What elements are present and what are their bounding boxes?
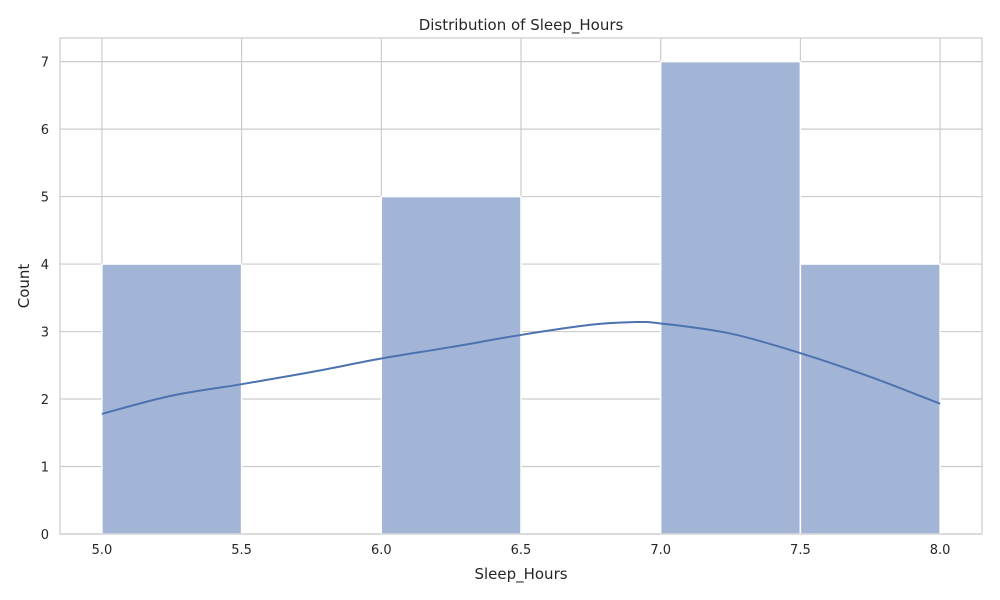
histogram-bar bbox=[659, 60, 802, 535]
histogram-bar bbox=[101, 263, 243, 535]
plot-frame bbox=[59, 37, 983, 535]
y-axis-label: Count bbox=[15, 264, 33, 309]
y-tick-label: 7 bbox=[41, 56, 49, 71]
histogram-bar bbox=[799, 263, 941, 535]
kde-line bbox=[101, 320, 941, 415]
x-tick-label: 6.5 bbox=[511, 543, 532, 558]
histogram-bars bbox=[101, 60, 941, 535]
x-tick-label: 8.0 bbox=[930, 543, 951, 558]
x-tick-label: 5.0 bbox=[92, 543, 113, 558]
x-tick-labels: 5.0 5.5 6.0 6.5 7.0 7.5 8.0 bbox=[92, 543, 951, 558]
x-axis-label: Sleep_Hours bbox=[474, 565, 567, 584]
x-tick-label: 6.0 bbox=[371, 543, 392, 558]
y-tick-label: 5 bbox=[41, 191, 49, 206]
x-tick-label: 7.0 bbox=[650, 543, 671, 558]
y-tick-label: 2 bbox=[41, 393, 49, 408]
histogram-bar bbox=[380, 195, 522, 535]
y-tick-label: 6 bbox=[41, 123, 49, 138]
x-tick-label: 5.5 bbox=[231, 543, 252, 558]
y-tick-label: 4 bbox=[41, 258, 49, 273]
y-tick-label: 3 bbox=[41, 326, 49, 341]
chart-title: Distribution of Sleep_Hours bbox=[419, 16, 624, 35]
y-tick-label: 0 bbox=[41, 528, 49, 543]
y-tick-label: 1 bbox=[41, 461, 49, 476]
x-tick-label: 7.5 bbox=[790, 543, 811, 558]
y-tick-labels: 0 1 2 3 4 5 6 7 bbox=[41, 56, 49, 543]
